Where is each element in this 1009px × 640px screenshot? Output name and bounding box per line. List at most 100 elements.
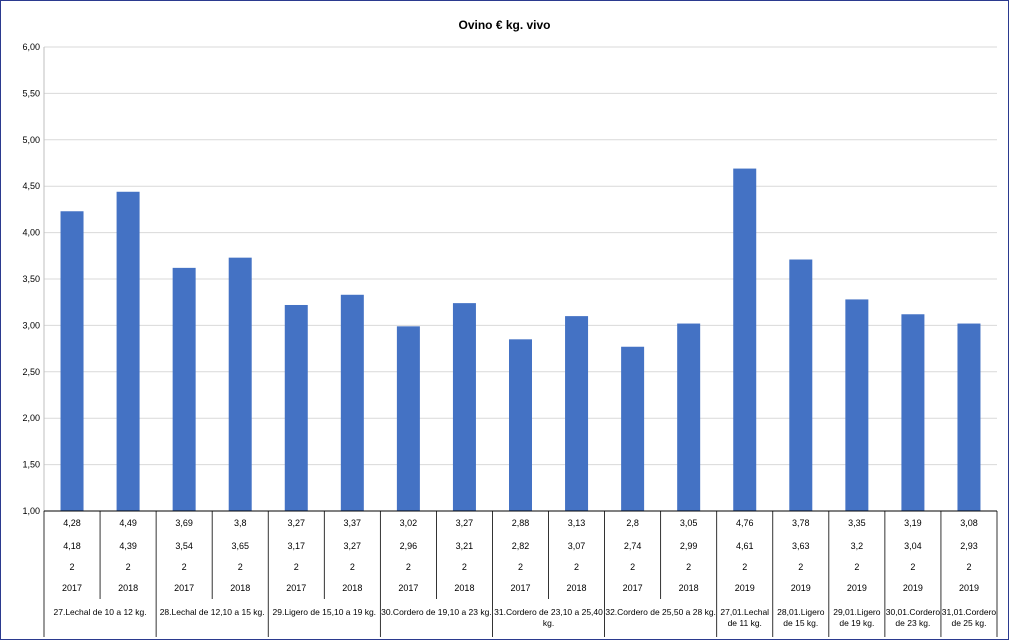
table-cell-value: 2 (910, 562, 915, 572)
group-label: 32.Cordero de 25,50 a 28 kg. (605, 607, 716, 617)
table-cell-value: 4,76 (736, 518, 754, 528)
bar (957, 323, 981, 511)
table-cell-value: 2019 (847, 583, 867, 593)
table-cell-value: 3,35 (848, 518, 866, 528)
y-tick-label: 4,00 (22, 228, 40, 238)
table-cell-value: 3,13 (568, 518, 586, 528)
table-cell-value: 4,18 (63, 541, 81, 551)
table-cell-value: 2 (574, 562, 579, 572)
table-cell-value: 2 (518, 562, 523, 572)
table-cell-value: 3,27 (287, 518, 305, 528)
group-label: 29.Ligero de 15,10 a 19 kg. (273, 607, 377, 617)
group-label: de 19 kg. (839, 618, 874, 628)
bar (116, 191, 140, 511)
table-cell-value: 2 (798, 562, 803, 572)
group-label: 30,01.Cordero (886, 607, 941, 617)
bar (340, 294, 364, 511)
table-cell-value: 2017 (510, 583, 530, 593)
table-cell-value: 2018 (118, 583, 138, 593)
group-label: 27,01.Lechal (720, 607, 769, 617)
table-cell-value: 2018 (679, 583, 699, 593)
bar (789, 259, 813, 511)
bar (845, 299, 869, 511)
bar (621, 346, 645, 511)
table-cell-value: 2 (966, 562, 971, 572)
table-cell-value: 2 (294, 562, 299, 572)
y-tick-label: 6,00 (22, 42, 40, 52)
group-label: 29,01.Ligero (833, 607, 881, 617)
table-cell-value: 2019 (735, 583, 755, 593)
bar (565, 316, 589, 511)
table-cell-value: 2018 (342, 583, 362, 593)
chart-title: Ovino € kg. vivo (458, 18, 551, 32)
table-cell-value: 2 (686, 562, 691, 572)
table-cell-value: 4,39 (119, 541, 137, 551)
table-cell-value: 3,27 (456, 518, 474, 528)
table-cell-value: 2,99 (680, 541, 698, 551)
table-cell-value: 3,19 (904, 518, 922, 528)
bar (452, 303, 476, 511)
table-cell-value: 2 (630, 562, 635, 572)
bar (396, 326, 420, 511)
table-cell-value: 3,54 (175, 541, 193, 551)
group-label: 30.Cordero de 19,10 a 23 kg. (381, 607, 492, 617)
table-cell-value: 3,65 (231, 541, 249, 551)
table-cell-value: 2 (462, 562, 467, 572)
bar (901, 314, 925, 511)
table-cell-value: 2 (406, 562, 411, 572)
y-tick-label: 2,50 (22, 367, 40, 377)
table-cell-value: 2018 (230, 583, 250, 593)
y-tick-label: 1,50 (22, 460, 40, 470)
table-cell-value: 3,04 (904, 541, 922, 551)
table-cell-value: 3,37 (344, 518, 362, 528)
table-cell-value: 3,21 (456, 541, 474, 551)
bar (284, 304, 308, 511)
table-cell-value: 2018 (567, 583, 587, 593)
table-cell-value: 3,05 (680, 518, 698, 528)
table-cell-value: 3,07 (568, 541, 586, 551)
table-cell-value: 4,28 (63, 518, 81, 528)
group-label: 28,01.Ligero (777, 607, 825, 617)
table-cell-value: 2 (70, 562, 75, 572)
bar (733, 168, 757, 511)
table-cell-value: 2 (742, 562, 747, 572)
bar (509, 339, 532, 511)
table-cell-value: 2 (854, 562, 859, 572)
table-cell-value: 2,88 (512, 518, 530, 528)
table-cell-value: 2,82 (512, 541, 530, 551)
table-cell-value: 2017 (62, 583, 82, 593)
table-cell-value: 3,17 (287, 541, 305, 551)
table-cell-value: 3,78 (792, 518, 810, 528)
group-label: kg. (543, 618, 554, 628)
y-tick-label: 1,00 (22, 506, 40, 516)
group-label: 31,01.Cordero (942, 607, 997, 617)
bar (228, 257, 252, 511)
table-cell-value: 2,93 (960, 541, 978, 551)
table-cell-value: 3,8 (234, 518, 247, 528)
bar (677, 323, 701, 511)
y-tick-label: 2,00 (22, 413, 40, 423)
bar (60, 211, 84, 512)
table-cell-value: 2019 (791, 583, 811, 593)
table-cell-value: 3,02 (400, 518, 418, 528)
table-cell-value: 2017 (398, 583, 418, 593)
table-cell-value: 4,61 (736, 541, 754, 551)
table-cell-value: 3,2 (851, 541, 864, 551)
group-label: de 15 kg. (783, 618, 818, 628)
table-cell-value: 2017 (174, 583, 194, 593)
table-cell-value: 2019 (959, 583, 979, 593)
table-cell-value: 2 (182, 562, 187, 572)
y-tick-label: 4,50 (22, 181, 40, 191)
table-cell-value: 2017 (286, 583, 306, 593)
group-label: de 23 kg. (895, 618, 930, 628)
table-cell-value: 3,63 (792, 541, 810, 551)
table-cell-value: 3,27 (344, 541, 362, 551)
table-cell-value: 2017 (623, 583, 643, 593)
group-label: 27.Lechal de 10 a 12 kg. (54, 607, 147, 617)
table-cell-value: 2,96 (400, 541, 418, 551)
group-label: 31.Cordero de 23,10 a 25,40 (494, 607, 603, 617)
y-tick-label: 3,50 (22, 274, 40, 284)
table-cell-value: 2 (126, 562, 131, 572)
y-tick-label: 3,00 (22, 320, 40, 330)
